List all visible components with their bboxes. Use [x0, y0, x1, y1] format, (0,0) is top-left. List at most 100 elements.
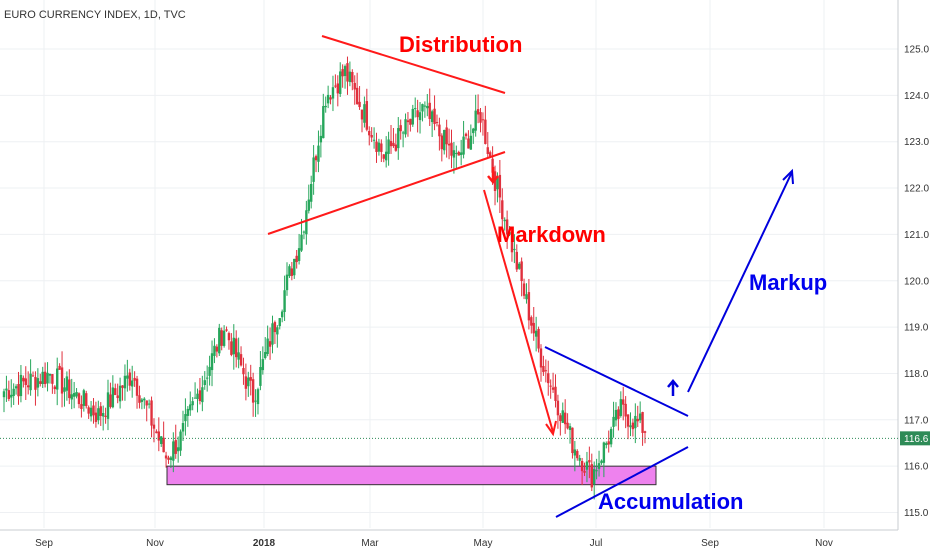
candle-body — [300, 234, 303, 251]
candle-body — [339, 71, 342, 94]
distribution-lower-line — [267, 151, 506, 235]
price-axis[interactable]: 115.0 116.0 117.0 118.0 119.0 120.0 121.0 122.0… — [0, 0, 930, 530]
y-tick-label: 118.0 — [904, 369, 929, 380]
candle-body — [559, 415, 562, 422]
time-axis[interactable]: Sep Nov 2018 Mar May Jul Sep Nov — [0, 529, 898, 549]
chart-title: EURO CURRENCY INDEX, 1D, TVC — [4, 9, 186, 21]
candle-body — [273, 322, 277, 333]
candle-body — [329, 97, 332, 100]
candle-body — [384, 151, 388, 161]
grid — [0, 0, 898, 528]
candle-body — [404, 119, 407, 135]
candle-body — [326, 94, 330, 104]
candle-body — [116, 395, 119, 399]
candle-body — [126, 375, 129, 379]
candle-body — [433, 108, 436, 125]
candle-body — [636, 418, 639, 422]
candle-body — [346, 63, 349, 82]
candle-body — [377, 142, 381, 152]
markdown-arrowhead — [545, 420, 557, 437]
candle-body — [60, 367, 64, 394]
candle-body — [626, 414, 630, 427]
candle-body — [595, 470, 598, 472]
candle-body — [162, 437, 165, 453]
candle-body — [631, 422, 635, 430]
candle-body — [459, 152, 463, 156]
candle-body — [520, 261, 523, 282]
candle-body — [549, 385, 552, 387]
candle-body — [205, 377, 209, 379]
candle-body — [155, 431, 158, 434]
candle-body — [624, 403, 627, 417]
markup-line — [687, 171, 793, 393]
last-price-label: 116.6 — [904, 434, 929, 445]
candle-body — [118, 385, 122, 402]
accumulation-upper-line — [544, 346, 689, 417]
candle-body — [29, 373, 32, 391]
candle-body — [41, 371, 44, 385]
candle-body — [418, 112, 422, 121]
candle-body — [544, 370, 548, 372]
y-tick-label: 121.0 — [904, 230, 929, 241]
candle-body — [370, 135, 373, 138]
candle-body — [614, 409, 618, 421]
candle-body — [578, 457, 581, 461]
candle-body — [302, 231, 306, 233]
candle-body — [169, 457, 173, 460]
candle-body — [508, 231, 511, 235]
candle-body — [101, 413, 105, 417]
candle-body — [295, 255, 298, 263]
candle-body — [135, 378, 139, 396]
y-tick-label: 123.0 — [904, 137, 929, 148]
candle-body — [609, 428, 613, 445]
candle-body — [10, 394, 13, 398]
candle-body — [164, 455, 168, 459]
accumulation-lower-line — [555, 446, 689, 518]
candle-body — [82, 390, 86, 406]
candle-body — [133, 377, 136, 381]
candle-body — [56, 368, 59, 390]
candle-body — [268, 341, 272, 347]
candle-body — [75, 392, 78, 397]
candle-body — [131, 380, 134, 387]
candle-body — [297, 248, 301, 261]
down-arrow-icon — [487, 167, 499, 184]
candle-body — [222, 330, 226, 346]
candle-body — [63, 387, 66, 392]
candle-body — [399, 125, 402, 132]
candle-body — [138, 395, 141, 403]
candle-body — [440, 135, 444, 150]
y-tick-label: 115.0 — [904, 508, 929, 519]
candle-body — [530, 317, 533, 326]
candle-body — [607, 441, 610, 445]
candle-body — [288, 266, 291, 277]
candle-body — [12, 388, 15, 396]
candle-body — [476, 109, 480, 115]
candle-body — [213, 345, 216, 356]
candle-body — [244, 376, 248, 389]
candle-body — [293, 258, 296, 276]
candle-body — [375, 141, 378, 152]
candle-body — [409, 118, 412, 125]
candle-body — [19, 374, 23, 397]
candle-body — [474, 110, 477, 131]
candle-body — [351, 72, 354, 83]
candle-body — [382, 154, 385, 159]
candle-body — [397, 128, 400, 149]
candle-body — [186, 408, 190, 416]
candle-body — [443, 129, 446, 151]
candle-body — [68, 379, 71, 399]
candle-body — [251, 379, 255, 403]
candle-body — [261, 359, 265, 371]
candle-body — [254, 400, 257, 402]
candle-body — [309, 183, 313, 202]
candle-body — [513, 248, 516, 251]
candle-body — [469, 135, 473, 150]
annotation-distribution: Distribution — [399, 32, 522, 57]
candle-body — [70, 394, 73, 400]
candle-body — [464, 133, 468, 137]
candle-body — [196, 393, 199, 399]
candle-body — [322, 106, 325, 139]
candle-body — [225, 329, 228, 331]
